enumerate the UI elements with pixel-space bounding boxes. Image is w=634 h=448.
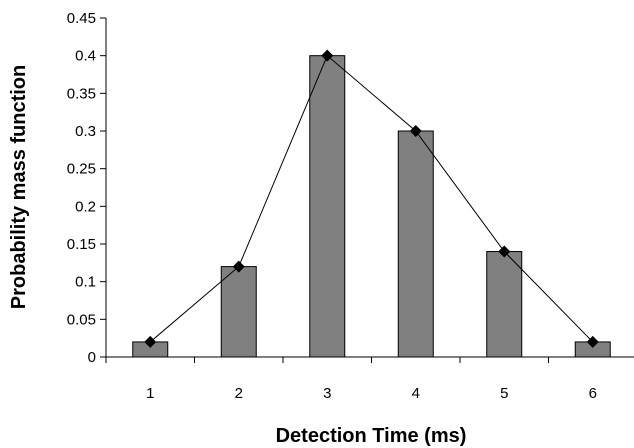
y-tick-label: 0.35 — [67, 85, 96, 102]
line-marker — [409, 125, 422, 137]
y-tick-label: 0 — [88, 349, 96, 366]
y-tick-label: 0.25 — [67, 161, 96, 178]
x-axis-ticks: 1 2 3 4 5 6 — [105, 357, 597, 402]
bar — [309, 55, 346, 358]
axes — [105, 18, 634, 358]
y-tick-label: 0.2 — [75, 198, 96, 215]
x-tick-label: 6 — [589, 385, 597, 402]
line-marker — [232, 260, 245, 273]
y-tick-label: 0.4 — [75, 48, 96, 65]
x-tick-label: 3 — [323, 385, 331, 402]
bar — [486, 251, 523, 358]
y-tick-label: 0.45 — [67, 10, 96, 27]
y-tick-label: 0.05 — [67, 311, 96, 328]
line-marker — [144, 335, 157, 348]
x-tick-label: 4 — [412, 385, 420, 402]
y-tick-label: 0.1 — [75, 274, 96, 291]
x-tick-label: 1 — [146, 385, 154, 402]
x-tick-label: 2 — [235, 385, 243, 402]
y-axis-ticks: 0 0.05 0.1 0.15 0.2 0.25 0.3 0.35 0.4 0.45 — [67, 10, 106, 366]
line-marker — [498, 245, 511, 258]
x-axis-title: Detection Time (ms) — [276, 425, 467, 447]
bar-series — [132, 55, 611, 358]
y-tick-label: 0.15 — [67, 236, 96, 253]
y-tick-label: 0.3 — [75, 123, 96, 140]
x-tick-label: 5 — [500, 385, 508, 402]
bar — [397, 130, 434, 358]
line-series — [144, 49, 599, 348]
y-axis-title: Probability mass function — [8, 65, 30, 309]
line-marker — [321, 49, 334, 62]
bar — [220, 266, 257, 358]
line-marker — [586, 335, 599, 348]
series-line — [149, 54, 594, 343]
